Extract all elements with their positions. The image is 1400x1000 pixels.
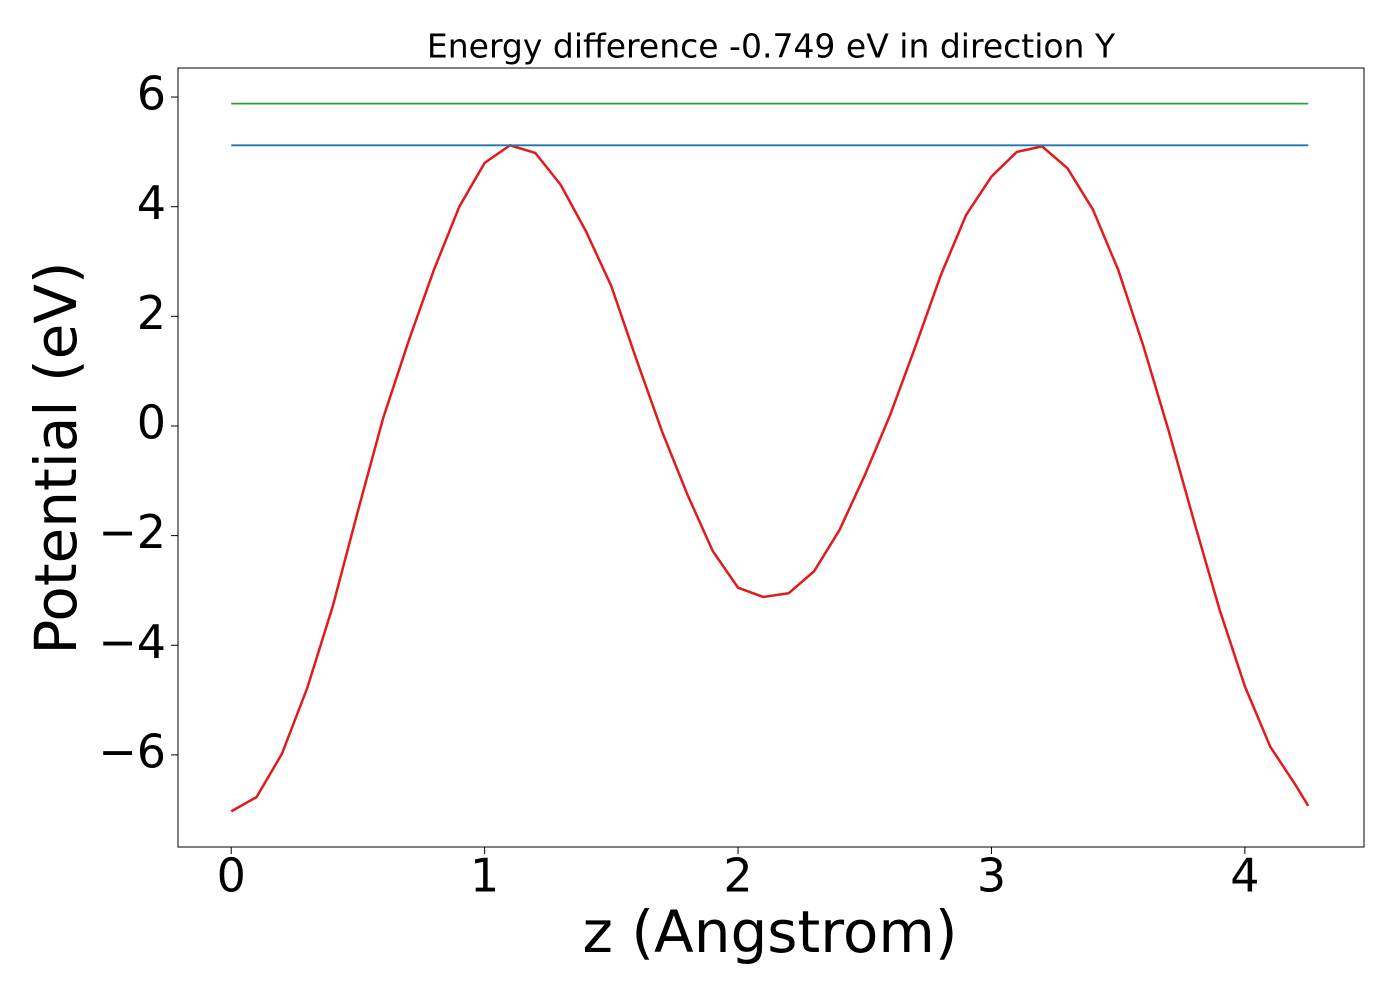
y-tick-label: −6 — [98, 724, 166, 778]
y-tick-label: 2 — [137, 286, 166, 340]
x-tick-label: 4 — [1230, 849, 1259, 903]
y-tick-label: −4 — [98, 615, 166, 669]
x-tick-label: 1 — [470, 849, 499, 903]
y-tick-label: −2 — [98, 505, 166, 559]
plot-frame — [177, 67, 1365, 848]
series-line — [230, 143, 1310, 813]
x-tick-label: 3 — [977, 849, 1006, 903]
x-tick-label: 0 — [217, 849, 246, 903]
x-tick-label: 2 — [723, 849, 752, 903]
x-axis-label: z (Angstrom) — [583, 898, 958, 966]
y-tick-label: 6 — [137, 67, 166, 121]
y-axis-label: Potential (eV) — [22, 261, 90, 654]
y-tick-label: 4 — [137, 176, 166, 230]
y-tick-label: 0 — [137, 395, 166, 449]
chart-title: Energy difference -0.749 eV in direction… — [427, 27, 1116, 66]
